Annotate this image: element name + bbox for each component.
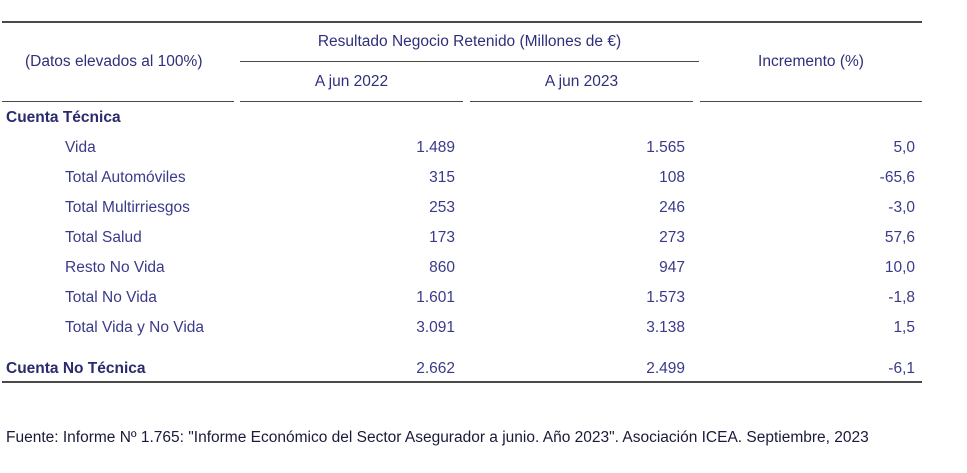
column-header-2022: A jun 2022: [314, 73, 389, 90]
header-bottom-rule-label: [2, 101, 234, 102]
row-label: Total Vida y No Vida: [65, 319, 205, 336]
value-2023: 2.499: [646, 360, 685, 377]
value-2022: 1.489: [416, 139, 455, 156]
value-2023: 1.573: [646, 289, 685, 306]
value-2023: 3.138: [646, 319, 685, 336]
value-2022: 3.091: [416, 319, 455, 336]
row-label: Total Automóviles: [65, 169, 186, 186]
value-2022: 1.601: [416, 289, 455, 306]
section-title-cuenta-tecnica: Cuenta Técnica: [6, 109, 121, 126]
value-2023: 273: [659, 229, 685, 246]
value-increment: -6,1: [888, 360, 915, 377]
row-label: Total Multirriesgos: [65, 199, 190, 216]
value-2023: 947: [659, 259, 685, 276]
row-label: Resto No Vida: [65, 259, 165, 276]
value-increment: 1,5: [893, 319, 915, 336]
source-footnote: Fuente: Informe Nº 1.765: "Informe Econó…: [6, 429, 869, 446]
value-increment: 10,0: [884, 259, 915, 276]
value-2022: 253: [429, 199, 455, 216]
header-bottom-rule-2022: [240, 101, 463, 102]
column-header-increment: Incremento (%): [758, 53, 864, 70]
value-2022: 860: [429, 259, 455, 276]
row-label: Total Salud: [65, 229, 142, 246]
row-label: Total No Vida: [65, 289, 157, 306]
row-label: Vida: [65, 139, 96, 156]
table-bottom-rule: [2, 381, 922, 383]
row-label-header: (Datos elevados al 100%): [25, 53, 203, 70]
header-bottom-rule-increment: [700, 101, 922, 102]
value-2022: 2.662: [416, 360, 455, 377]
value-increment: 5,0: [893, 139, 915, 156]
value-2022: 173: [429, 229, 455, 246]
value-2023: 108: [659, 169, 685, 186]
table-top-rule: [2, 21, 922, 23]
value-2023: 246: [659, 199, 685, 216]
value-2022: 315: [429, 169, 455, 186]
value-increment: -65,6: [879, 169, 915, 186]
group-header-underline: [240, 61, 699, 62]
group-title-header: Resultado Negocio Retenido (Millones de …: [317, 33, 622, 50]
section-title-cuenta-no-tecnica: Cuenta No Técnica: [6, 360, 146, 377]
value-2023: 1.565: [646, 139, 685, 156]
value-increment: -3,0: [888, 199, 915, 216]
value-increment: -1,8: [888, 289, 915, 306]
column-header-2023: A jun 2023: [544, 73, 619, 90]
value-increment: 57,6: [884, 229, 915, 246]
header-bottom-rule-2023: [470, 101, 693, 102]
